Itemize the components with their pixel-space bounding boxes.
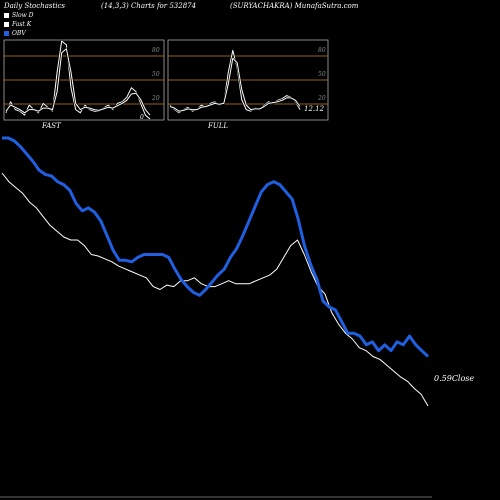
fast-panel-label: FAST (42, 122, 61, 130)
legend-label: Slow D (12, 12, 34, 19)
obv-line (2, 136, 430, 358)
chart-type-title: Daily Stochastics (4, 2, 66, 10)
fast-tick-80: 80 (152, 47, 160, 54)
legend-item-slow-d: Slow D (4, 12, 34, 19)
full-tick-20: 20 (317, 95, 326, 102)
slow-d-swatch (4, 13, 9, 18)
series-line-slow-d (169, 57, 301, 112)
series-line-fast-k (5, 40, 151, 120)
obv-swatch (4, 31, 9, 36)
fast-lines (4, 39, 151, 120)
full-tick-50: 50 (318, 71, 326, 78)
close-price-line (1, 172, 429, 407)
fast-tick-20: 20 (151, 95, 160, 102)
fast-tick-50: 50 (152, 71, 160, 78)
series-line-slow-d (5, 48, 151, 116)
chart-site-title: (SURYACHAKRA) MunafaSutra.com (230, 2, 359, 10)
legend-item-fast-k: Fast K (4, 21, 31, 28)
legend-label: Fast K (12, 21, 32, 28)
full-lines (169, 49, 302, 115)
full-value-label: 12.12 (304, 105, 325, 113)
close-annotation: 0.59Close (434, 374, 474, 383)
fast-k-swatch (4, 22, 9, 27)
fast-value-label: 0 (140, 114, 144, 121)
legend-label: OBV (12, 30, 26, 37)
full-tick-80: 80 (318, 47, 326, 54)
full-panel-label: FULL (208, 122, 229, 130)
main-lines (1, 136, 430, 407)
chart-symbol-title: (14,3,3) Charts for 532874 (101, 2, 197, 10)
legend-item-obv: OBV (4, 30, 26, 37)
